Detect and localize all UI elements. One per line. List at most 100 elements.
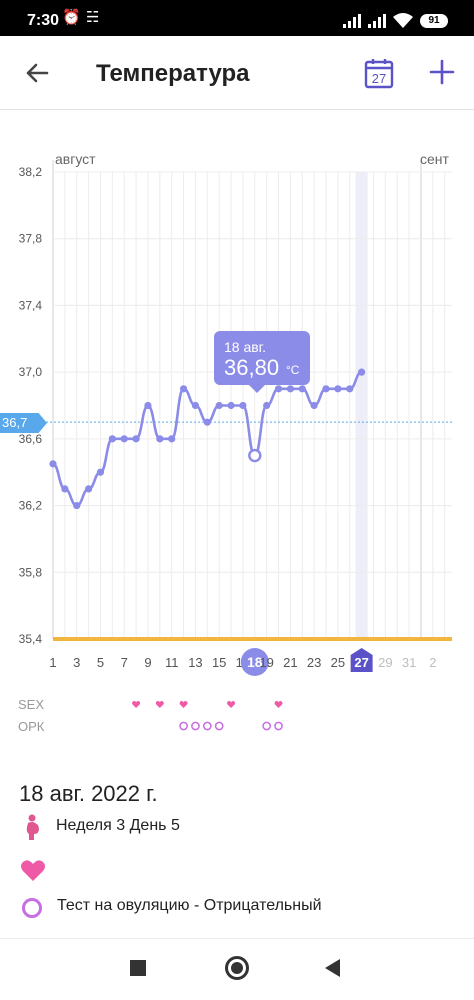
temperature-point — [263, 401, 271, 410]
x-tick-label: 31 — [402, 655, 416, 670]
week-text: Неделя 3 День 5 — [56, 817, 180, 834]
temperature-point — [227, 401, 235, 410]
x-tick-label: 25 — [331, 655, 345, 670]
x-tick-label: 29 — [378, 655, 392, 670]
temperature-point — [191, 401, 200, 410]
y-tick-label: 37,8 — [19, 232, 43, 246]
month-label: сент — [420, 151, 450, 167]
ovulation-test-icon — [22, 898, 42, 918]
temperature-point — [215, 401, 223, 410]
x-tick-label: 13 — [188, 655, 202, 670]
today-badge — [350, 648, 373, 672]
calendar-day-label: 27 — [372, 71, 386, 86]
temperature-point — [310, 401, 318, 410]
tooltip-arrow — [248, 384, 266, 393]
temperature-point — [132, 435, 140, 443]
x-tick-label: 23 — [307, 655, 321, 670]
plus-icon[interactable] — [424, 54, 460, 90]
x-tick-label: 27 — [354, 655, 368, 670]
opk-marker — [179, 721, 188, 731]
tooltip-unit: °C — [286, 363, 300, 377]
temperature-point — [49, 460, 57, 468]
ovulation-test-row[interactable]: Тест на овуляцию - Отрицательный — [0, 891, 474, 921]
temperature-point — [322, 385, 330, 393]
wifi-icon — [393, 13, 413, 28]
arrow-back-icon[interactable] — [20, 56, 54, 90]
opk-marker — [202, 721, 212, 731]
sex-marker — [179, 701, 188, 708]
app-bar: Температура 27 — [0, 36, 474, 110]
selected-date: 18 авг. 2022 г. — [19, 781, 158, 806]
selected-day-badge — [240, 648, 269, 676]
y-tick-label: 37,4 — [19, 298, 43, 312]
recents-button[interactable] — [130, 960, 146, 976]
alarm-off-icon: ⏰ — [62, 9, 81, 26]
temperature-point — [108, 435, 116, 443]
temperature-chart[interactable]: 38,2 37,8 37,4 37,0 36,6 36,2 35,8 35,4 август се… — [0, 140, 474, 740]
temperature-point — [274, 385, 283, 393]
pregnant-woman-icon — [26, 814, 39, 840]
sex-marker — [155, 701, 164, 708]
temperature-point — [96, 468, 105, 476]
opk-marker — [214, 721, 224, 731]
x-tick-label: 5 — [97, 655, 104, 670]
x-tick-label: 9 — [144, 655, 151, 670]
ovulation-test-text: Тест на овуляцию - Отрицательный — [57, 897, 322, 914]
opk-row-label: ОРК — [18, 719, 45, 734]
divider — [0, 938, 474, 939]
y-tick-label: 36,6 — [19, 432, 43, 446]
signal-icon — [343, 14, 361, 28]
month-label: август — [55, 151, 96, 167]
temperature-point — [346, 385, 354, 393]
system-nav-bar — [0, 940, 474, 1000]
temperature-point — [286, 385, 294, 393]
sex-marker — [132, 701, 141, 708]
temperature-point — [334, 385, 342, 393]
x-tick-label: 21 — [283, 655, 297, 670]
temperature-point — [73, 501, 81, 510]
y-tick-label: 35,4 — [19, 632, 43, 646]
sex-row-label: SEX — [18, 697, 44, 712]
selected-point — [248, 448, 262, 463]
temperature-point — [85, 485, 93, 493]
x-tick-label: 7 — [121, 655, 128, 670]
network-icon: ☵ — [86, 9, 100, 26]
temperature-point — [61, 485, 69, 493]
temperature-point — [168, 435, 176, 443]
opk-marker — [262, 721, 272, 731]
temperature-point — [144, 401, 152, 410]
heart-icon[interactable] — [20, 858, 46, 884]
sex-marker — [227, 701, 236, 708]
signal-icon-2 — [368, 14, 386, 28]
calendar-icon[interactable]: 27 — [362, 56, 396, 90]
battery-indicator: 91 — [420, 14, 448, 28]
status-time: 7:30 — [27, 12, 60, 29]
page-title: Температура — [96, 60, 250, 87]
x-tick-label: 3 — [73, 655, 80, 670]
sex-marker — [274, 701, 283, 708]
chart-tooltip: 18 авг. 36,80 °C — [214, 331, 310, 385]
coverline-label: 36,7 — [0, 413, 47, 433]
y-tick-label: 35,8 — [19, 565, 43, 579]
x-tick-label: 11 — [165, 655, 179, 670]
y-tick-label: 38,2 — [19, 165, 43, 179]
x-tick-label: 2 — [429, 655, 436, 670]
temperature-point — [156, 435, 164, 443]
y-tick-label: 36,2 — [19, 499, 43, 513]
opk-marker — [274, 721, 283, 731]
tooltip-value: 36,80 — [224, 355, 280, 380]
x-tick-label: 19 — [259, 655, 273, 670]
back-button[interactable] — [325, 959, 340, 977]
temperature-point — [298, 385, 306, 393]
temperature-point — [120, 435, 128, 443]
x-tick-label: 18 — [247, 654, 263, 670]
x-tick-label: 15 — [212, 655, 226, 670]
x-tick-label: 1 — [49, 655, 56, 670]
y-tick-label: 37,0 — [19, 365, 43, 379]
temperature-point — [203, 418, 211, 426]
opk-marker — [191, 721, 200, 731]
home-button[interactable] — [225, 956, 249, 980]
temperature-point — [239, 401, 247, 410]
tooltip-date: 18 авг. — [224, 339, 266, 355]
status-bar: 7:30 ⏰ ☵ 91 — [0, 0, 474, 36]
